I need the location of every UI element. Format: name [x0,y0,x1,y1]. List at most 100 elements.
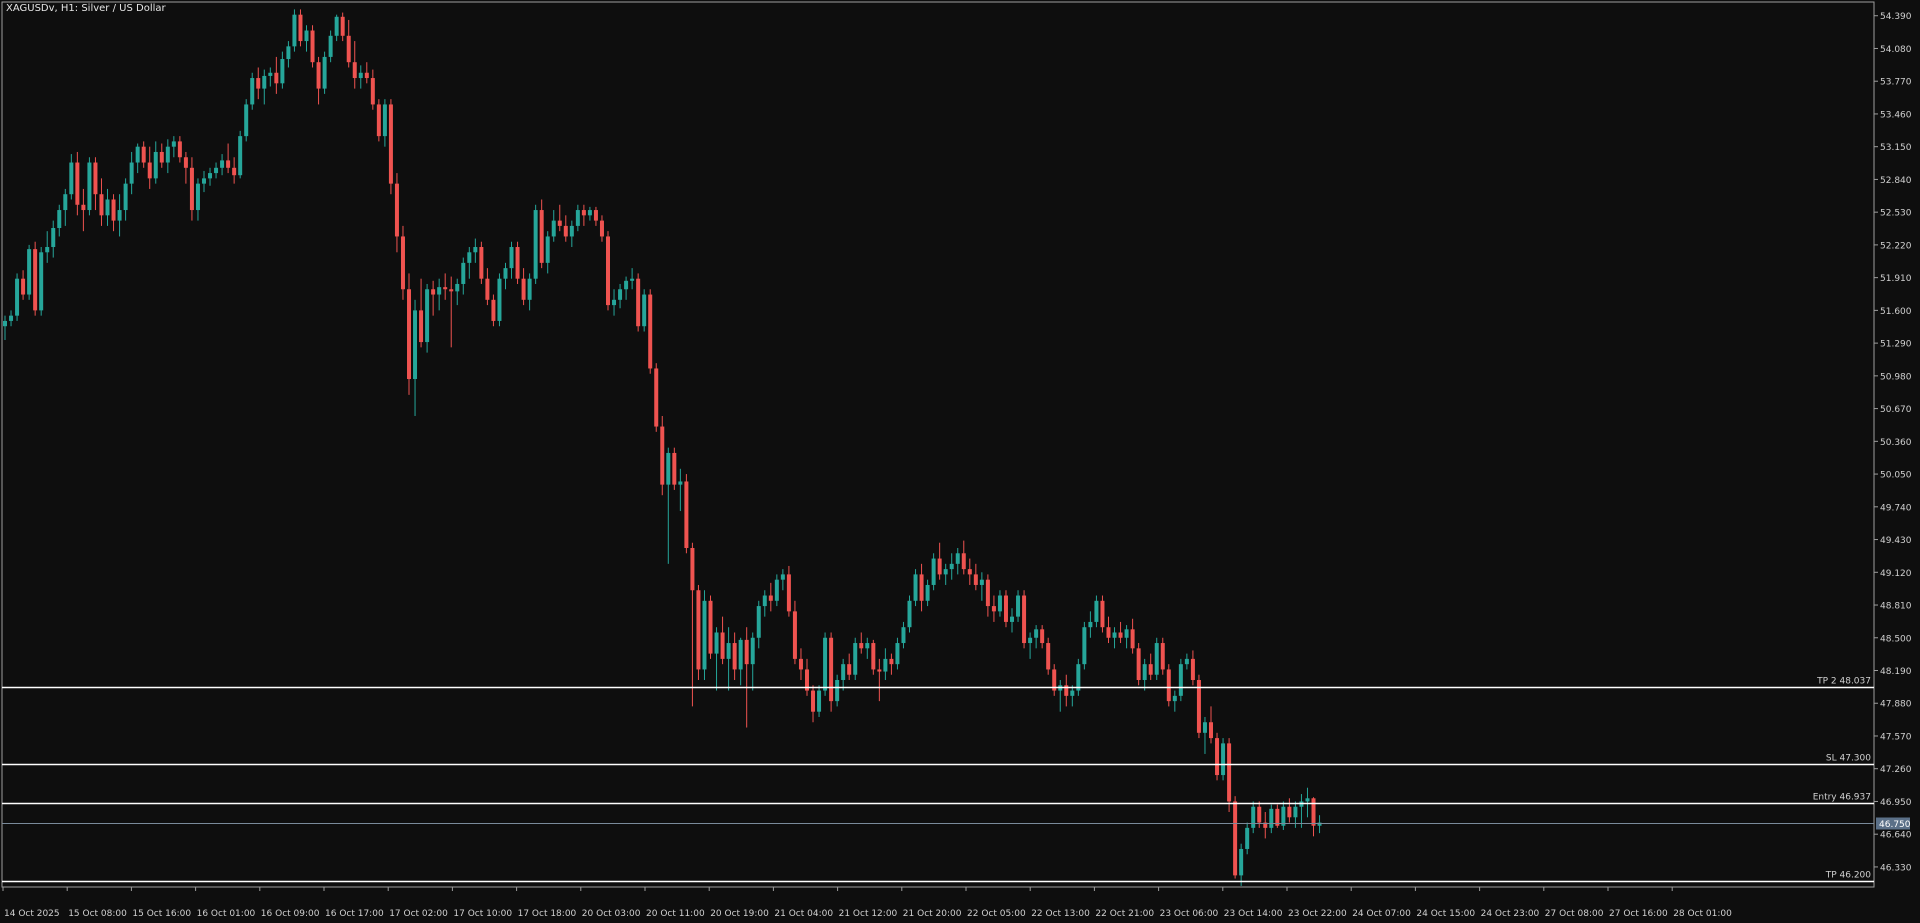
time-tick-label: 22 Oct 13:00 [1031,909,1090,919]
candle [63,188,68,226]
candle-body [503,268,508,279]
candle [214,162,219,179]
candle-body [551,220,556,237]
candle [859,632,864,654]
candle [690,542,695,707]
candle [823,632,828,696]
candle [340,12,345,42]
price-tick-label: 54.390 [1880,12,1912,22]
candle [1281,801,1286,830]
candle [310,25,315,68]
candle-body [853,643,858,675]
candle [352,41,357,89]
candle-body [575,210,580,226]
price-tick-label: 47.880 [1880,700,1912,710]
price-tick-label: 47.260 [1880,765,1912,775]
candle [93,157,98,211]
candle-body [1160,643,1165,670]
candle-body [817,690,822,712]
candle [364,62,369,84]
candle-body [955,553,960,564]
candle-body [1196,680,1201,733]
candle [189,157,194,221]
candle [1052,664,1057,696]
candle [479,241,484,284]
candle-body [195,183,200,211]
candle-body [883,658,888,672]
candle [491,294,496,327]
candle [1148,653,1153,681]
candle [1028,632,1033,659]
candle [750,632,755,691]
price-tick-label: 49.430 [1880,536,1912,546]
candle-body [606,236,610,306]
candle [841,658,846,691]
candle [618,283,623,309]
candle-body [491,299,496,321]
candle-body [744,639,749,665]
candle [419,278,424,348]
candle-body [27,249,32,295]
candle-body [732,643,737,670]
candle [1305,787,1310,818]
candle [1299,794,1304,828]
candle-body [581,210,586,216]
candle [563,215,568,242]
time-tick-label: 23 Oct 14:00 [1224,909,1283,919]
candle-body [979,579,984,585]
price-axis[interactable]: 54.390 54.080 53.770 53.460 53.150 52.840 52.5… [1874,12,1912,873]
candle [1190,650,1195,686]
candle-body [913,574,918,601]
candle [792,600,797,665]
candle-body [147,162,152,179]
candle-body [768,595,773,601]
candle [111,194,116,232]
candle-body [919,574,924,601]
candle-body [1215,738,1220,776]
candle-body [967,569,972,575]
candle [129,151,134,195]
candle [1263,812,1268,839]
time-tick-label: 14 Oct 2025 [4,909,60,919]
candle-body [1064,685,1069,696]
candle [931,553,936,591]
candle [811,685,816,723]
price-tick-label: 51.290 [1880,340,1912,350]
time-tick-label: 28 Oct 01:00 [1673,909,1732,919]
candle [400,225,405,300]
candle [503,262,508,290]
candle [298,9,303,47]
candle-body [901,627,906,644]
candle [449,276,454,348]
candle [1166,664,1171,707]
candle-body [346,35,351,63]
candle-body [262,75,267,89]
candle-body [201,178,206,184]
candle-body [9,315,14,321]
candle [1184,653,1189,670]
time-tick-label: 17 Oct 10:00 [453,909,512,919]
candle-body [69,162,74,195]
candle-body [823,637,828,691]
candle-body [280,59,285,84]
candle [1058,680,1063,712]
candle [3,315,7,340]
candle-body [1016,595,1021,617]
candle-body [1082,627,1087,665]
candle [292,9,297,52]
candle [937,542,942,580]
candle [714,627,719,691]
candle [798,648,803,681]
candle-body [509,247,514,269]
candle [919,563,924,612]
candle-body [461,262,466,284]
candle-body [774,579,779,601]
candle-body [750,637,755,665]
candle [913,569,918,607]
candle [141,141,146,168]
time-axis[interactable]: 14 Oct 2025 15 Oct 08:00 15 Oct 16:00 16 Oc… [2,887,1732,919]
candle-body [87,162,92,211]
candle-body [123,183,128,211]
